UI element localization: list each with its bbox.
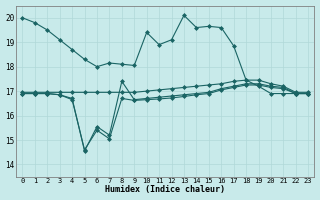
X-axis label: Humidex (Indice chaleur): Humidex (Indice chaleur): [105, 185, 225, 194]
